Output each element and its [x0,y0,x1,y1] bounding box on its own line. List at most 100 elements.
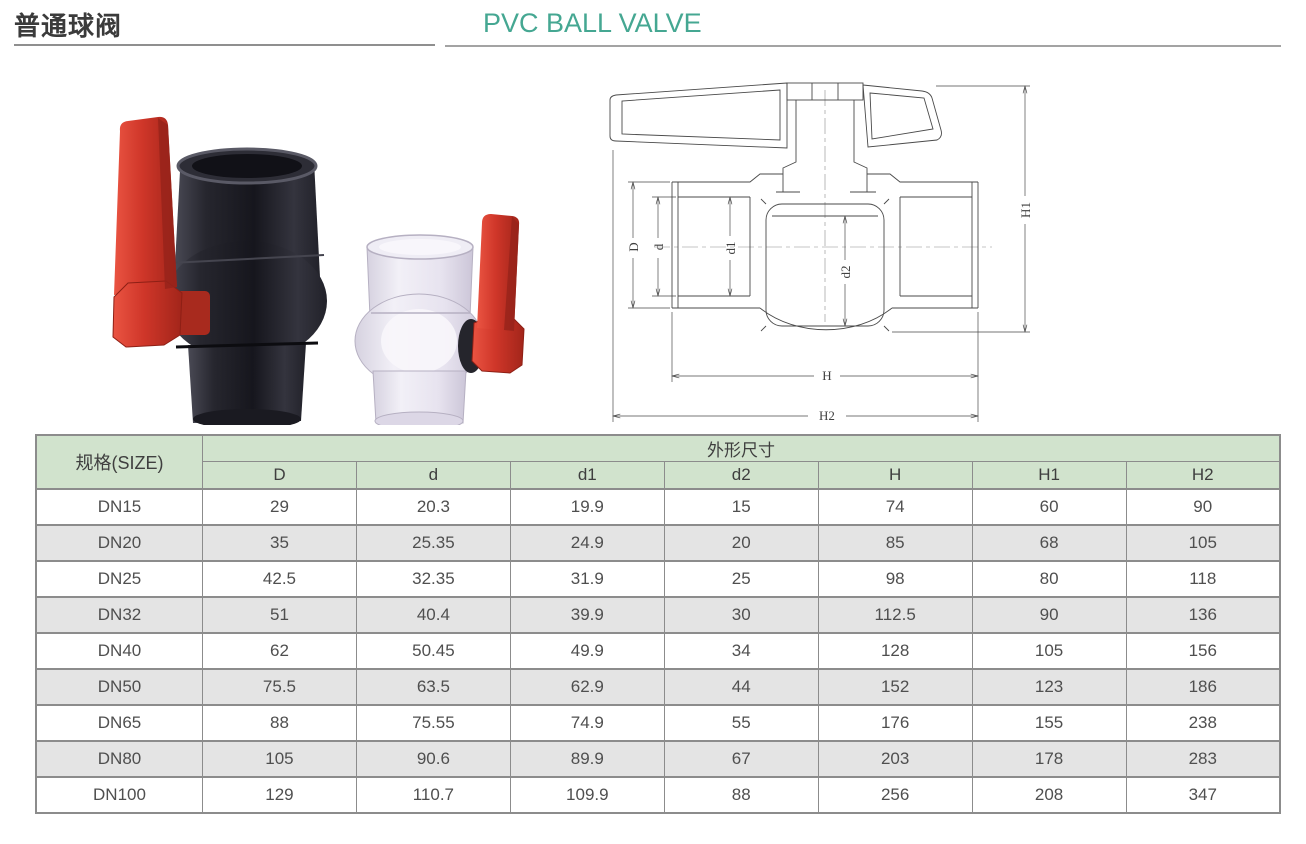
value-cell: 112.5 [817,595,973,634]
value-cell: 30 [663,595,819,634]
value-cell: 105 [1125,523,1281,562]
value-cell: 128 [817,631,973,670]
value-cell: 32.35 [355,559,511,598]
value-cell: 129 [202,775,357,814]
spec-table-body: DN15 29 20.3 19.9 15 74 60 90 DN20 35 25.35 24.9 20 8… [35,487,1281,814]
size-cell: DN65 [35,703,203,742]
value-cell: 31.9 [509,559,665,598]
table-row: DN50 75.5 63.5 62.9 44 152 123 186 [35,667,1281,706]
value-cell: 105 [202,739,357,778]
table-row: DN25 42.5 32.35 31.9 25 98 80 118 [35,559,1281,598]
title-underline-left [14,44,435,46]
column-header-d2: d2 [663,461,819,490]
page-title-english: PVC BALL VALVE [483,8,702,38]
value-cell: 88 [663,775,819,814]
value-cell: 347 [1125,775,1281,814]
title-underline-right [445,45,1281,47]
size-cell: DN50 [35,667,203,706]
table-row: DN15 29 20.3 19.9 15 74 60 90 [35,487,1281,526]
size-cell: DN20 [35,523,203,562]
value-cell: 136 [1125,595,1281,634]
value-cell: 67 [663,739,819,778]
value-cell: 55 [663,703,819,742]
red-handle-hub [112,280,183,348]
value-cell: 15 [663,487,819,526]
value-cell: 203 [817,739,973,778]
size-cell: DN80 [35,739,203,778]
page-title-chinese: 普通球阀 [14,11,123,41]
dim-label-H: H [822,368,831,383]
value-cell: 51 [202,595,357,634]
value-cell: 62 [202,631,357,670]
table-row: DN80 105 90.6 89.9 67 203 178 283 [35,739,1281,778]
value-cell: 63.5 [355,667,511,706]
value-cell: 75.55 [355,703,511,742]
column-header-h: H [817,461,973,490]
dim-label-d1: d1 [723,242,738,255]
value-cell: 208 [971,775,1127,814]
value-cell: 89.9 [509,739,665,778]
value-cell: 186 [1125,667,1281,706]
column-header-d: D [202,461,357,490]
value-cell: 20.3 [355,487,511,526]
column-header-h2: H2 [1125,461,1281,490]
dim-label-d: d [651,243,666,250]
value-cell: 20 [663,523,819,562]
value-cell: 283 [1125,739,1281,778]
technical-drawing: D d d1 d2 H H1 H2 [609,82,1033,423]
value-cell: 88 [202,703,357,742]
column-header-d1: d1 [509,461,665,490]
clear-valve-photo [354,214,525,425]
value-cell: 29 [202,487,357,526]
dark-valve-photo [112,116,327,425]
value-cell: 90 [1125,487,1281,526]
table-row: DN40 62 50.45 49.9 34 128 105 156 [35,631,1281,670]
value-cell: 44 [663,667,819,706]
value-cell: 256 [817,775,973,814]
table-row: DN32 51 40.4 39.9 30 112.5 90 136 [35,595,1281,634]
value-cell: 49.9 [509,631,665,670]
centerlines [654,90,992,322]
product-photo [112,116,525,425]
dim-label-d2: d2 [838,266,853,279]
size-cell: DN15 [35,487,203,526]
value-cell: 80 [971,559,1127,598]
size-cell: DN32 [35,595,203,634]
value-cell: 24.9 [509,523,665,562]
dim-label-D: D [626,242,641,251]
value-cell: 178 [971,739,1127,778]
value-cell: 238 [1125,703,1281,742]
value-cell: 68 [971,523,1127,562]
value-cell: 75.5 [202,667,357,706]
value-cell: 25 [663,559,819,598]
value-cell: 155 [971,703,1127,742]
value-cell: 60 [971,487,1127,526]
value-cell: 105 [971,631,1127,670]
size-cell: DN100 [35,775,203,814]
value-cell: 19.9 [509,487,665,526]
value-cell: 74 [817,487,973,526]
value-cell: 34 [663,631,819,670]
size-cell: DN25 [35,559,203,598]
table-row: DN20 35 25.35 24.9 20 85 68 105 [35,523,1281,562]
value-cell: 90.6 [355,739,511,778]
value-cell: 50.45 [355,631,511,670]
column-header-h1: H1 [971,461,1127,490]
value-cell: 40.4 [355,595,511,634]
size-cell: DN40 [35,631,203,670]
value-cell: 85 [817,523,973,562]
value-cell: 156 [1125,631,1281,670]
dim-label-H2: H2 [819,408,835,423]
value-cell: 39.9 [509,595,665,634]
value-cell: 74.9 [509,703,665,742]
value-cell: 123 [971,667,1127,706]
value-cell: 35 [202,523,357,562]
column-header-d: d [355,461,511,490]
value-cell: 118 [1125,559,1281,598]
dim-label-H1: H1 [1018,202,1033,218]
value-cell: 25.35 [355,523,511,562]
value-cell: 98 [817,559,973,598]
